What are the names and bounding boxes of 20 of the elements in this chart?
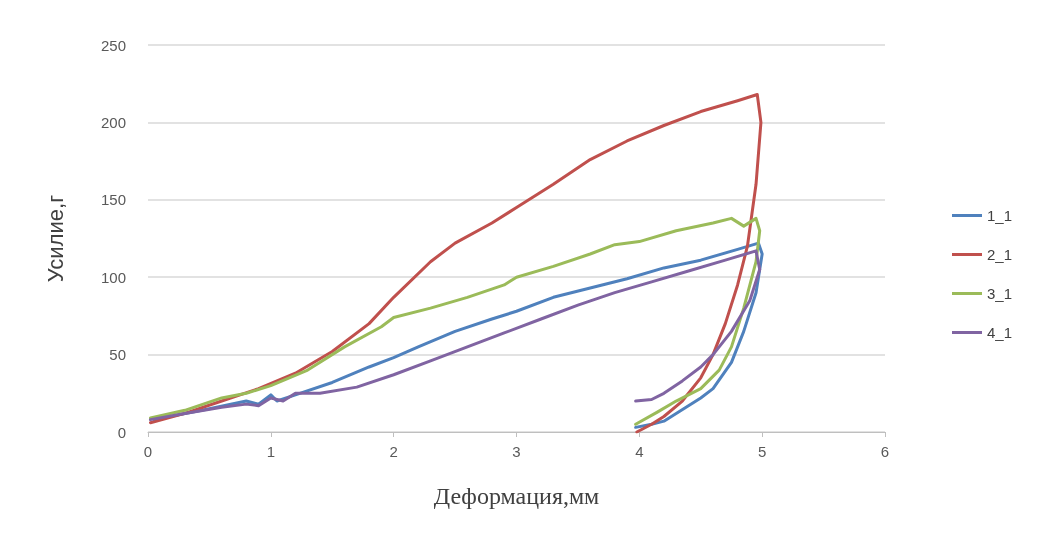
x-tick-label: 3 — [512, 443, 521, 460]
legend-label: 2_1 — [986, 246, 1012, 263]
legend-label: 4_1 — [986, 324, 1012, 341]
y-tick-label: 50 — [109, 346, 126, 364]
x-tick-label: 5 — [757, 443, 767, 460]
x-tick-label: 0 — [143, 443, 153, 460]
x-tick-label: 2 — [389, 443, 398, 460]
x-axis-title: Деформация,мм — [433, 483, 600, 509]
y-tick-label: 200 — [100, 113, 126, 131]
line-series — [148, 93, 763, 434]
y-tick-label: 150 — [100, 191, 126, 209]
y-tick-label: 0 — [117, 423, 126, 441]
x-tick-label: 1 — [266, 443, 276, 460]
legend-label: 1_1 — [986, 207, 1012, 224]
x-tick-label: 4 — [635, 443, 644, 460]
legend-label: 3_1 — [986, 285, 1012, 302]
y-tick-label: 100 — [100, 268, 126, 286]
y-tick-label: 250 — [100, 36, 126, 54]
y-axis-title: Усилие,г — [42, 194, 68, 283]
x-tick-label: 6 — [880, 443, 890, 460]
